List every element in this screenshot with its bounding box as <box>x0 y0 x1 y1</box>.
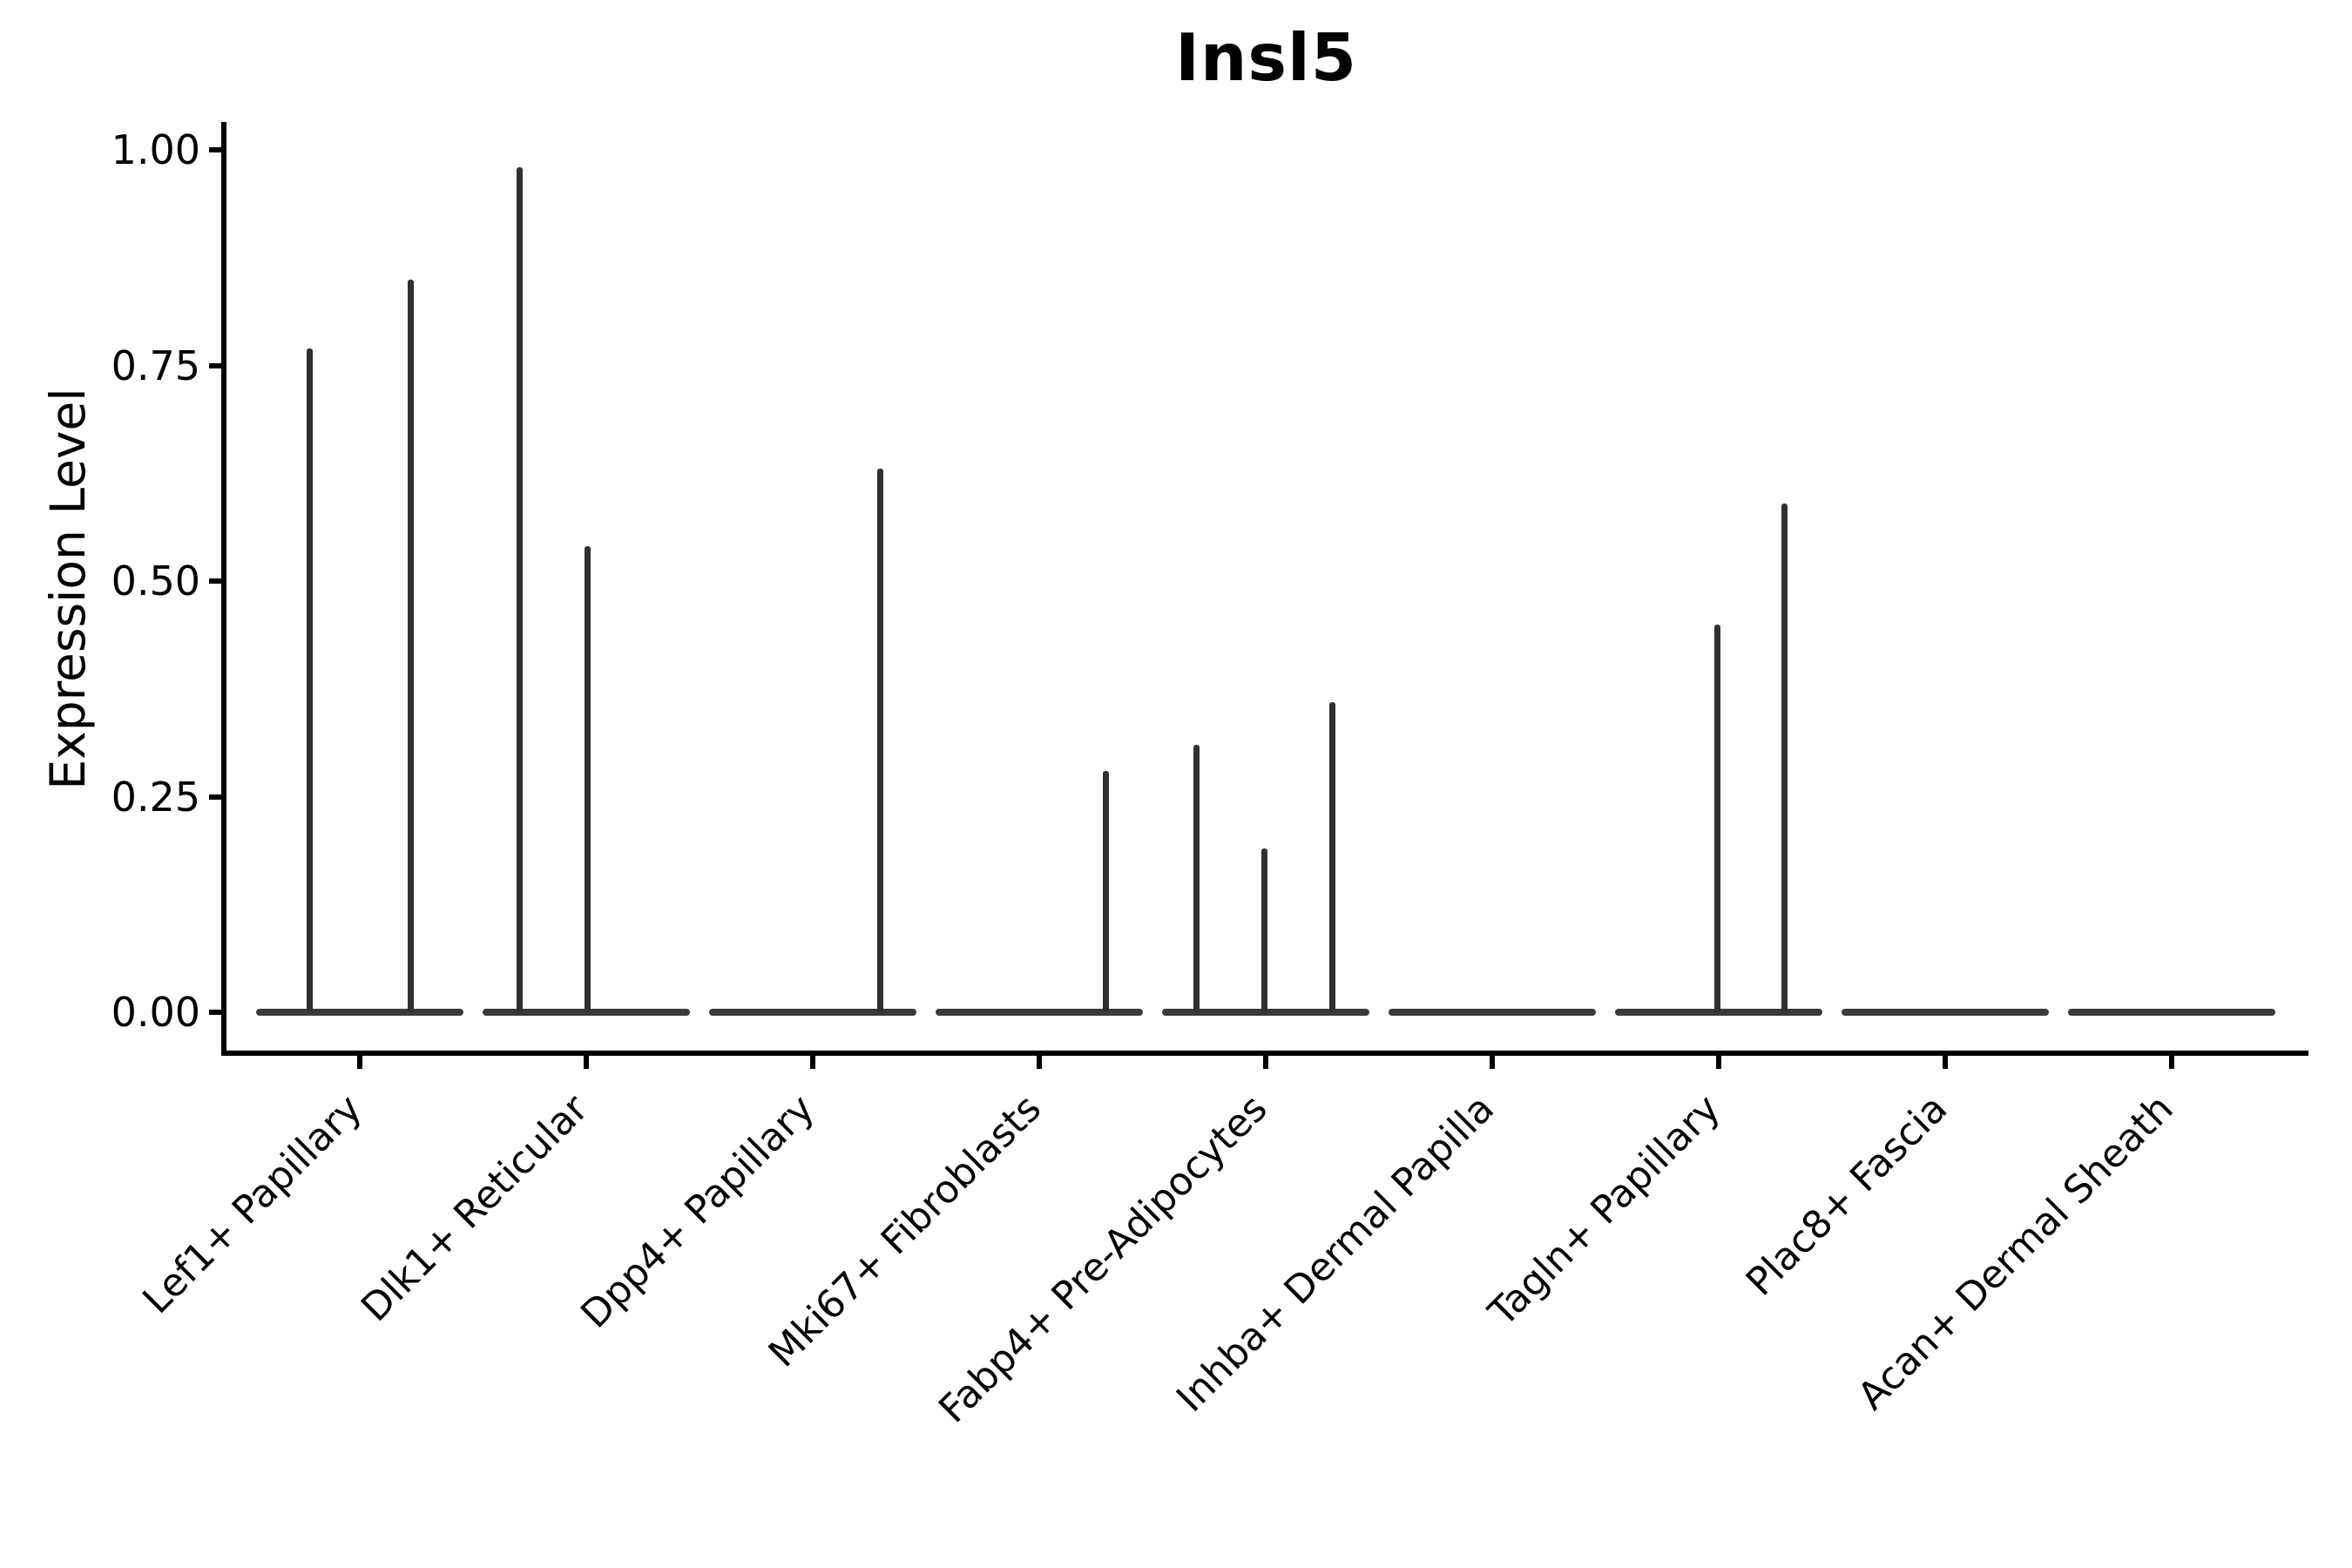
x-tick-mark <box>1490 1056 1495 1069</box>
x-tick-mark <box>1037 1056 1042 1069</box>
x-tick-label: Plac8+ Fascia <box>1737 1086 1957 1305</box>
violin-spike <box>877 469 883 1012</box>
y-tick-label: 1.00 <box>111 126 200 173</box>
x-tick-mark <box>2169 1056 2174 1069</box>
violin-spike <box>307 348 313 1012</box>
violin-spike <box>585 546 591 1012</box>
violin-spike <box>1193 745 1200 1012</box>
x-tick-mark <box>1263 1056 1268 1069</box>
x-tick-mark <box>810 1056 815 1069</box>
violin-spike <box>517 166 523 1012</box>
x-tick-mark <box>1943 1056 1948 1069</box>
violin-spike <box>1714 624 1720 1012</box>
violin-spike <box>408 279 414 1012</box>
x-tick-mark <box>1716 1056 1721 1069</box>
violin-base <box>483 1009 690 1016</box>
y-tick-mark <box>209 1010 224 1015</box>
violin-spike <box>1261 848 1267 1012</box>
violin-spike <box>1103 770 1109 1012</box>
y-axis-line <box>221 122 226 1056</box>
x-tick-label: Tagln+ Papillary <box>1480 1086 1730 1335</box>
violin-base <box>936 1009 1143 1016</box>
x-tick-mark <box>357 1056 362 1069</box>
x-axis-line <box>221 1051 2308 1056</box>
y-tick-mark <box>209 362 224 368</box>
x-tick-mark <box>584 1056 589 1069</box>
y-tick-label: 0.00 <box>111 989 200 1036</box>
violin-base <box>2068 1009 2275 1016</box>
violin-spike <box>1329 701 1335 1012</box>
y-tick-label: 0.50 <box>111 558 200 605</box>
violin-base <box>256 1009 463 1016</box>
violin-base <box>1162 1009 1369 1016</box>
x-tick-label: Lef1+ Papillary <box>133 1086 371 1323</box>
violin-base <box>1842 1009 2049 1016</box>
y-tick-label: 0.25 <box>111 773 200 821</box>
violin-base <box>1615 1009 1822 1016</box>
chart-title: Insl5 <box>1175 19 1357 96</box>
violin-spike <box>1781 503 1788 1012</box>
y-tick-mark <box>209 794 224 800</box>
y-tick-mark <box>209 147 224 152</box>
y-tick-mark <box>209 578 224 584</box>
x-tick-label: Dlk1+ Reticular <box>353 1086 598 1330</box>
violin-base <box>709 1009 916 1016</box>
violin-base <box>1389 1009 1596 1016</box>
y-tick-label: 0.75 <box>111 341 200 389</box>
x-tick-label: Dpp4+ Papillary <box>572 1086 824 1337</box>
